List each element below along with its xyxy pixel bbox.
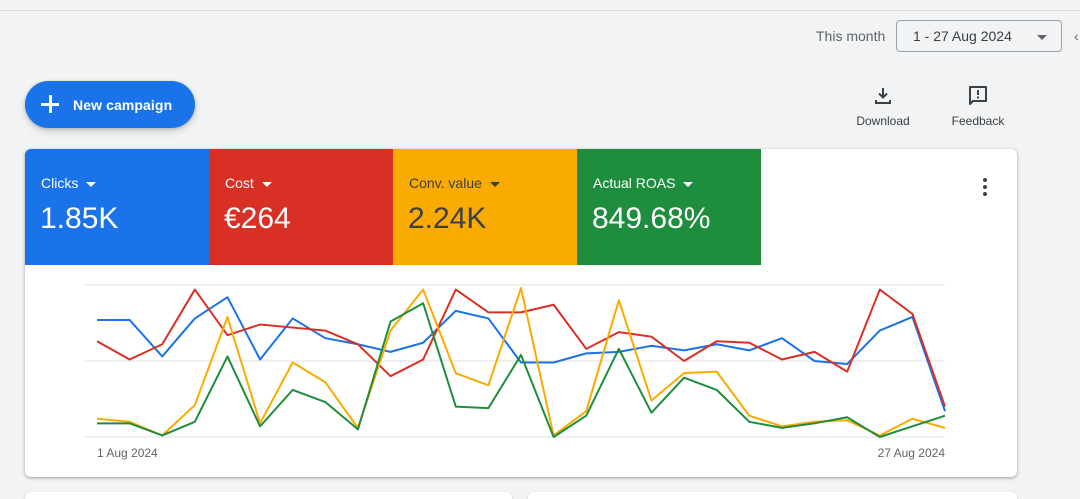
x-tick-label: 1 Aug 2024: [97, 446, 158, 460]
feedback-icon: [969, 86, 987, 105]
metric-conv-value[interactable]: Conv. value 2.24K: [393, 149, 577, 265]
top-divider: [0, 10, 1080, 11]
metric-conv-name: Conv. value: [409, 175, 500, 191]
feedback-label: Feedback: [951, 114, 1005, 128]
bottom-card-right: [528, 492, 1017, 499]
metric-cost[interactable]: Cost €264: [209, 149, 393, 265]
dropdown-caret-icon: [489, 181, 500, 187]
performance-line-chart: 1 Aug 2024 27 Aug 2024: [85, 284, 946, 460]
download-icon: [875, 88, 891, 104]
metric-clicks-label: Clicks: [41, 175, 79, 191]
x-tick-label: 27 Aug 2024: [878, 446, 946, 460]
new-campaign-label: New campaign: [73, 97, 173, 113]
metric-actual-roas[interactable]: Actual ROAS 849.68%: [577, 149, 761, 265]
period-label: This month: [816, 28, 886, 44]
dropdown-caret-icon: [683, 181, 694, 187]
download-label: Download: [856, 114, 910, 128]
more-dot: [983, 192, 987, 196]
feedback-button[interactable]: Feedback: [948, 84, 1008, 128]
more-options-icon[interactable]: [973, 175, 997, 199]
dropdown-caret-icon: [86, 181, 97, 187]
metric-roas-value: 849.68%: [592, 202, 711, 235]
metric-conv-value-number: 2.24K: [408, 202, 487, 235]
more-dot: [983, 185, 987, 189]
more-dot: [983, 178, 987, 182]
series-line-actual-roas: [97, 302, 946, 438]
metric-roas-name: Actual ROAS: [593, 175, 694, 191]
dropdown-caret-icon: [1037, 35, 1047, 40]
metric-cost-value: €264: [224, 202, 291, 235]
metric-conv-label: Conv. value: [409, 175, 482, 191]
chevron-left-icon[interactable]: ‹: [1074, 28, 1079, 44]
metric-clicks-name: Clicks: [41, 175, 97, 191]
bottom-card-left: [25, 492, 512, 499]
date-range-value: 1 - 27 Aug 2024: [913, 28, 1012, 44]
metric-cost-label: Cost: [225, 175, 254, 191]
dropdown-caret-icon: [261, 181, 272, 187]
series-line-conv-value: [96, 287, 946, 437]
new-campaign-button[interactable]: New campaign: [25, 81, 195, 128]
metric-cost-name: Cost: [225, 175, 272, 191]
date-range-select[interactable]: 1 - 27 Aug 2024: [896, 20, 1062, 52]
metric-clicks-value: 1.85K: [40, 202, 119, 235]
series-line-cost: [96, 288, 946, 407]
metric-clicks[interactable]: Clicks 1.85K: [25, 149, 209, 265]
download-button[interactable]: Download: [852, 84, 914, 128]
performance-card: Clicks 1.85K Cost €264 Conv. value 2.24K…: [25, 149, 1017, 477]
plus-icon: [40, 94, 60, 114]
metric-roas-label: Actual ROAS: [593, 175, 676, 191]
